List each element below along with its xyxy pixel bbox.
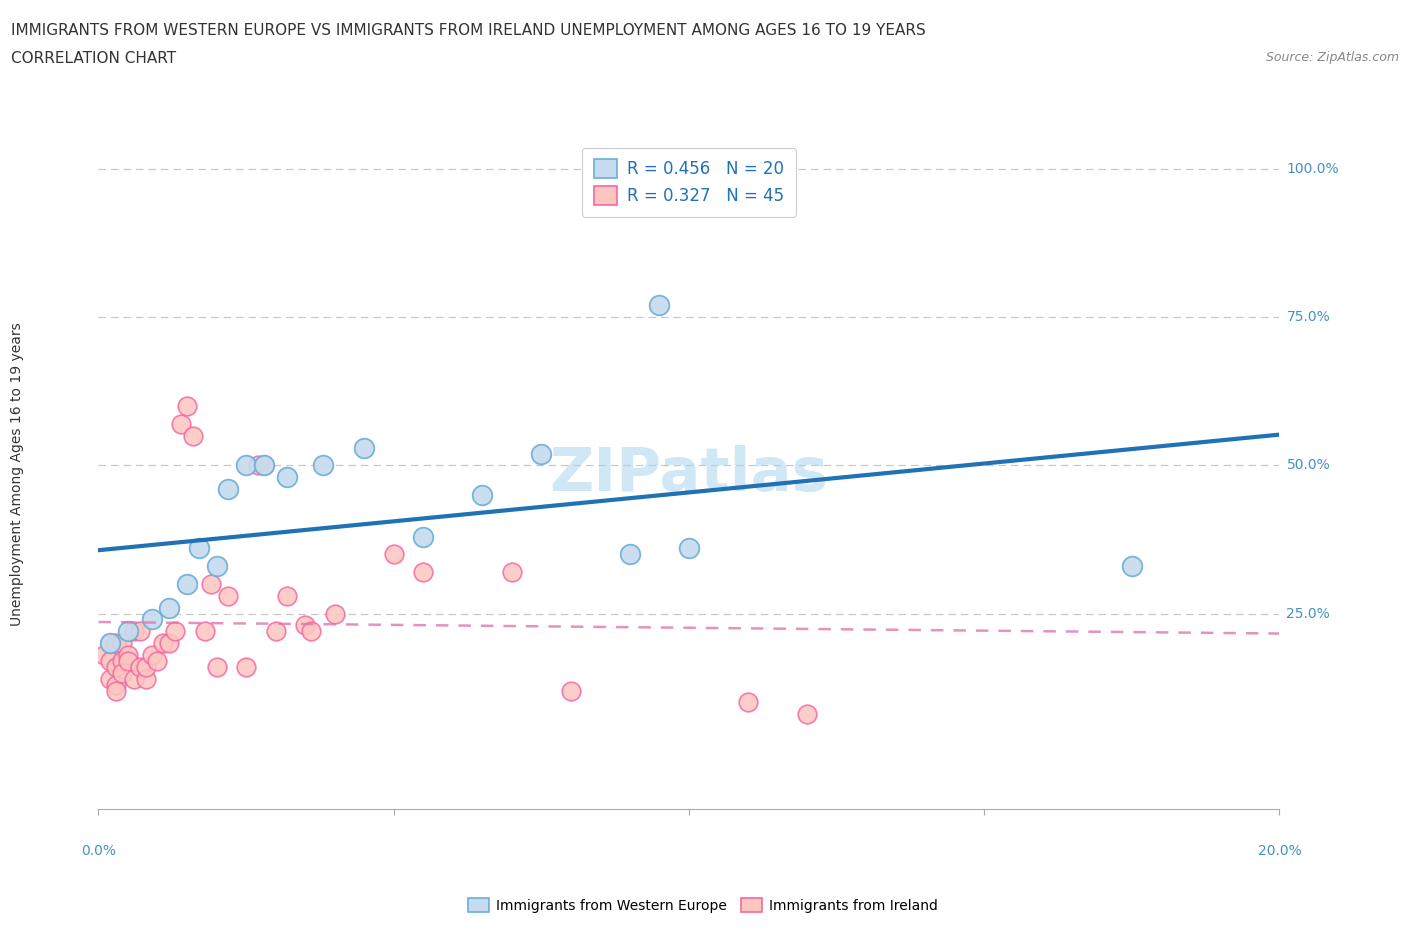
Point: [678, 541, 700, 556]
Text: CORRELATION CHART: CORRELATION CHART: [11, 51, 176, 66]
Point: [737, 695, 759, 710]
Point: [217, 482, 239, 497]
Text: 75.0%: 75.0%: [1286, 311, 1330, 325]
Point: [648, 298, 671, 312]
Point: [141, 612, 163, 627]
Point: [246, 458, 269, 472]
Text: Source: ZipAtlas.com: Source: ZipAtlas.com: [1265, 51, 1399, 64]
Point: [128, 624, 150, 639]
Point: [111, 654, 134, 669]
Point: [276, 470, 298, 485]
Point: [382, 547, 405, 562]
Text: 50.0%: 50.0%: [1286, 458, 1330, 472]
Point: [135, 659, 157, 674]
Point: [501, 565, 523, 579]
Point: [117, 647, 139, 662]
Point: [299, 624, 322, 639]
Point: [353, 440, 375, 455]
Point: [560, 684, 582, 698]
Point: [412, 529, 434, 544]
Point: [98, 671, 121, 686]
Point: [170, 417, 193, 432]
Text: 25.0%: 25.0%: [1286, 606, 1330, 620]
Legend: Immigrants from Western Europe, Immigrants from Ireland: Immigrants from Western Europe, Immigran…: [463, 893, 943, 919]
Point: [93, 647, 115, 662]
Point: [205, 559, 228, 574]
Point: [235, 659, 257, 674]
Point: [146, 654, 169, 669]
Point: [253, 458, 276, 472]
Point: [128, 659, 150, 674]
Point: [122, 624, 145, 639]
Point: [117, 654, 139, 669]
Text: 100.0%: 100.0%: [1286, 162, 1339, 176]
Point: [111, 636, 134, 651]
Point: [619, 547, 641, 562]
Text: IMMIGRANTS FROM WESTERN EUROPE VS IMMIGRANTS FROM IRELAND UNEMPLOYMENT AMONG AGE: IMMIGRANTS FROM WESTERN EUROPE VS IMMIGR…: [11, 23, 927, 38]
Text: Unemployment Among Ages 16 to 19 years: Unemployment Among Ages 16 to 19 years: [10, 323, 24, 626]
Point: [235, 458, 257, 472]
Point: [253, 458, 276, 472]
Point: [152, 636, 174, 651]
Point: [111, 665, 134, 680]
Point: [105, 636, 128, 651]
Text: 0.0%: 0.0%: [82, 844, 115, 858]
Point: [194, 624, 217, 639]
Point: [530, 446, 553, 461]
Point: [187, 541, 209, 556]
Legend: R = 0.456   N = 20, R = 0.327   N = 45: R = 0.456 N = 20, R = 0.327 N = 45: [582, 148, 796, 217]
Point: [165, 624, 187, 639]
Point: [205, 659, 228, 674]
Point: [323, 606, 346, 621]
Point: [157, 636, 180, 651]
Point: [471, 487, 494, 502]
Point: [141, 647, 163, 662]
Point: [135, 671, 157, 686]
Point: [796, 707, 818, 722]
Point: [122, 671, 145, 686]
Point: [98, 636, 121, 651]
Point: [1121, 559, 1143, 574]
Point: [98, 636, 121, 651]
Point: [176, 577, 198, 591]
Point: [264, 624, 287, 639]
Point: [294, 618, 316, 632]
Point: [157, 600, 180, 615]
Point: [105, 684, 128, 698]
Point: [105, 677, 128, 692]
Text: 20.0%: 20.0%: [1257, 844, 1302, 858]
Point: [276, 589, 298, 604]
Text: ZIPatlas: ZIPatlas: [550, 445, 828, 504]
Point: [98, 654, 121, 669]
Point: [217, 589, 239, 604]
Point: [176, 399, 198, 414]
Point: [200, 577, 222, 591]
Point: [117, 624, 139, 639]
Point: [105, 659, 128, 674]
Point: [412, 565, 434, 579]
Point: [181, 429, 204, 444]
Point: [312, 458, 335, 472]
